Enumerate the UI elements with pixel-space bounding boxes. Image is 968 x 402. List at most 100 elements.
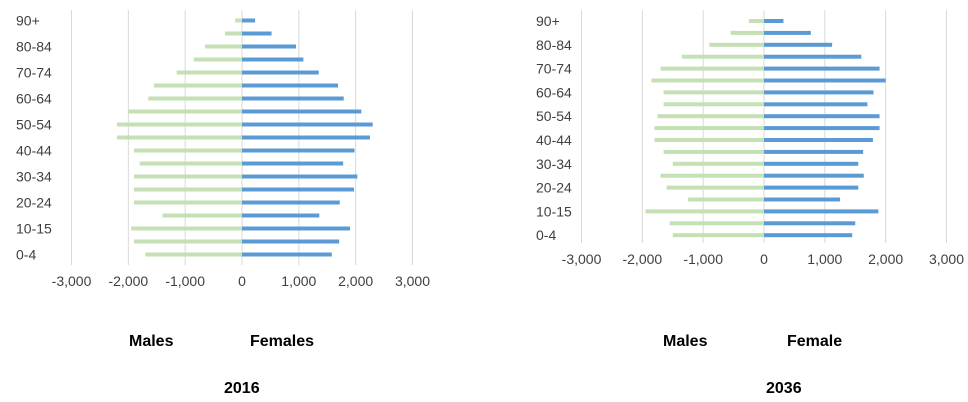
chart-2036-bar-males-65-69 [651,78,764,83]
chart-2016-bar-males-45-49 [116,135,242,140]
chart-2036-category-label: 90+ [536,13,560,29]
chart-2016-bar-males-30-34 [134,174,242,179]
chart-2016-bar-females-35-39 [242,161,344,166]
chart-2016-category-label: 30-34 [16,169,52,185]
chart-2016-bar-females-70-74 [242,70,319,75]
chart-2016-category-label: 90+ [16,13,40,29]
chart-2016-bar-females-65-69 [242,83,339,88]
chart-2016-bar-males-65-69 [153,83,242,88]
chart-2036-bar-males-45-49 [654,126,764,131]
chart-2016-bar-males-20-24 [134,200,242,205]
chart-2016-x-tick-label: -3,000 [52,273,92,289]
chart-2036-bar-females-90+ [764,19,784,23]
chart-2016-bar-females-85-89 [242,31,272,36]
chart-2036-bar-males-5-9 [669,221,764,226]
chart-2036-bar-males-15-19 [687,197,764,202]
chart-2016-bar-females-45-49 [242,135,370,140]
chart-2036-bar-males-60-64 [663,90,764,95]
chart-2016-bar-males-60-64 [148,96,242,101]
chart-2016-x-tick-label: 0 [238,273,246,289]
chart-2016-bar-males-0-4 [145,252,242,257]
chart-2016-category-label: 60-64 [16,91,52,107]
chart-2016-bar-females-80-84 [242,44,296,49]
chart-2016-x-tick-label: 3,000 [395,273,430,289]
chart-2016-bar-males-70-74 [176,70,242,75]
chart-2036-category-label: 20-24 [536,180,572,196]
chart-2036-bar-males-85-89 [730,30,764,35]
chart-2036-category-label: 70-74 [536,61,572,77]
chart-2016-category-label: 40-44 [16,143,52,159]
chart-2016-category-label: 0-4 [16,247,36,263]
chart-2036-category-label: 30-34 [536,156,572,172]
chart-2016-bar-males-35-39 [139,161,242,166]
chart-2036-x-tick-label: 1,000 [807,251,842,267]
chart-2036-x-tick-label: -3,000 [562,251,602,267]
chart-2036-x-tick-label: -1,000 [683,251,723,267]
chart-2036-x-tick-label: 0 [760,251,768,267]
chart-2036-bar-males-35-39 [663,149,764,154]
chart-2036-males-label: Males [663,333,708,350]
chart-2016-bar-males-90+ [235,18,242,23]
chart-2016-bar-females-40-44 [242,148,355,153]
chart-2016-category-label: 50-54 [16,117,52,133]
chart-2036-bar-males-40-44 [654,138,764,142]
chart-2036-bar-females-70-74 [764,66,880,71]
chart-2016-bar-females-55-59 [242,109,362,114]
chart-2016-bar-males-5-9 [134,239,242,244]
chart-2016-bar-females-10-15 [242,226,350,231]
chart-2036-x-tick-label: 3,000 [929,251,964,267]
chart-2036-bar-males-75-79 [681,54,764,59]
chart-2016-bar-females-30-34 [242,174,358,179]
chart-2036-bar-females-45-49 [764,126,880,131]
chart-2016-x-tick-label: 1,000 [281,273,316,289]
chart-2016-bar-females-15-19 [242,213,320,218]
chart-2036-bar-males-30-34 [672,161,764,166]
chart-2036-category-label: 10-15 [536,203,572,219]
chart-2036-bar-males-25-29 [660,173,764,178]
chart-2016-bar-males-85-89 [224,31,242,36]
chart-2036-bar-males-10-15 [645,209,764,214]
chart-2036-bar-males-0-4 [672,233,764,238]
chart-2016-bar-males-15-19 [162,213,242,218]
chart-2036-bar-males-80-84 [709,42,764,47]
chart-2016-bar-males-75-79 [193,57,242,62]
chart-2016-bar-females-75-79 [242,57,304,62]
chart-2016-title: 2016 [224,380,260,397]
chart-2036-bar-males-50-54 [657,114,764,119]
chart-2016-bar-females-5-9 [242,239,340,244]
chart-2036-bar-females-40-44 [764,138,873,142]
chart-2016-bar-males-50-54 [116,122,242,127]
chart-2036-bar-females-80-84 [764,42,833,47]
chart-2016-category-label: 10-15 [16,221,52,237]
chart-2036-bar-females-85-89 [764,30,811,35]
chart-2036-bar-females-65-69 [764,78,886,83]
chart-2016-x-tick-label: -2,000 [108,273,148,289]
chart-2036-category-label: 60-64 [536,84,572,100]
chart-2016-bar-males-80-84 [205,44,242,49]
chart-2016-x-tick-label: 2,000 [338,273,373,289]
chart-2016-category-label: 80-84 [16,39,52,55]
chart-2036-bar-males-55-59 [663,102,764,107]
chart-2036-category-label: 80-84 [536,37,572,53]
chart-2016-bar-males-55-59 [128,109,242,114]
chart-2036-bar-females-75-79 [764,54,862,59]
chart-2036-bar-females-30-34 [764,161,859,166]
chart-2036-bar-females-0-4 [764,233,853,238]
chart-2036-bar-females-60-64 [764,90,874,95]
chart-2016-males-label: Males [129,333,174,350]
chart-2016-bar-males-40-44 [134,148,242,153]
chart-2036-female-label: Female [787,333,843,350]
chart-2016-x-tick-label: -1,000 [165,273,205,289]
chart-2036-bar-females-55-59 [764,102,868,107]
chart-2036-bar-females-20-24 [764,185,859,190]
chart-2016-bar-females-25-29 [242,187,354,192]
chart-2036-category-label: 50-54 [536,108,572,124]
chart-2036-bar-males-90+ [748,19,764,23]
chart-2036-category-label: 40-44 [536,132,572,148]
chart-2016-category-label: 20-24 [16,195,52,211]
chart-2036-x-tick-label: 2,000 [868,251,903,267]
chart-2036-bar-females-5-9 [764,221,856,226]
chart-2036-bar-females-10-15 [764,209,879,214]
chart-2036-bar-females-25-29 [764,173,864,178]
